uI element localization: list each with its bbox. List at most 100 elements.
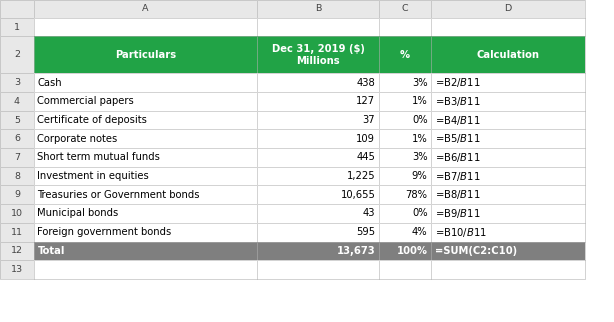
Bar — [257, 129, 379, 148]
Bar — [379, 36, 431, 73]
Text: 1,225: 1,225 — [347, 171, 375, 181]
Bar — [379, 148, 431, 167]
Text: Dec 31, 2019 ($)
Millions: Dec 31, 2019 ($) Millions — [271, 44, 365, 66]
Bar — [431, 129, 585, 148]
Bar — [0, 148, 34, 167]
Bar — [257, 0, 379, 18]
Bar — [0, 73, 34, 92]
Text: 0%: 0% — [412, 115, 427, 125]
Bar — [431, 148, 585, 167]
Bar — [379, 73, 431, 92]
Bar — [431, 260, 585, 279]
Bar — [0, 242, 34, 260]
Text: 3%: 3% — [412, 78, 427, 88]
Bar — [0, 111, 34, 129]
Bar — [257, 148, 379, 167]
Bar — [431, 223, 585, 242]
Bar — [0, 148, 34, 167]
Text: 10,655: 10,655 — [340, 190, 375, 200]
Text: 9%: 9% — [412, 171, 427, 181]
Bar — [34, 167, 257, 185]
Bar — [0, 18, 34, 36]
Text: B: B — [315, 5, 321, 13]
Text: Total: Total — [37, 246, 65, 256]
Text: 438: 438 — [357, 78, 375, 88]
Bar — [431, 0, 585, 18]
Bar — [379, 167, 431, 185]
Bar — [379, 223, 431, 242]
Bar — [257, 204, 379, 223]
Text: 3: 3 — [14, 78, 20, 87]
Text: 0%: 0% — [412, 208, 427, 219]
Text: Corporate notes: Corporate notes — [37, 134, 118, 144]
Bar — [431, 129, 585, 148]
Text: 1: 1 — [14, 23, 20, 32]
Bar — [379, 167, 431, 185]
Bar — [379, 36, 431, 73]
Bar — [0, 204, 34, 223]
Bar — [34, 92, 257, 111]
Bar — [379, 92, 431, 111]
Bar — [0, 223, 34, 242]
Bar — [431, 242, 585, 260]
Bar — [34, 223, 257, 242]
Bar — [257, 129, 379, 148]
Text: 11: 11 — [11, 228, 23, 237]
Bar — [379, 260, 431, 279]
Bar — [34, 204, 257, 223]
Text: C: C — [402, 5, 408, 13]
Bar — [431, 111, 585, 129]
Bar — [257, 167, 379, 185]
Bar — [379, 185, 431, 204]
Bar — [257, 185, 379, 204]
Bar — [431, 0, 585, 18]
Bar — [379, 223, 431, 242]
Bar — [0, 260, 34, 279]
Bar — [257, 111, 379, 129]
Bar — [379, 92, 431, 111]
Bar — [257, 18, 379, 36]
Bar — [257, 18, 379, 36]
Text: Short term mutual funds: Short term mutual funds — [37, 152, 160, 163]
Bar — [0, 223, 34, 242]
Bar — [257, 36, 379, 73]
Bar — [257, 148, 379, 167]
Bar — [379, 18, 431, 36]
Bar — [379, 204, 431, 223]
Text: Particulars: Particulars — [115, 50, 176, 60]
Text: 595: 595 — [356, 227, 375, 237]
Text: 100%: 100% — [397, 246, 427, 256]
Text: 127: 127 — [356, 96, 375, 107]
Bar — [431, 204, 585, 223]
Text: 13: 13 — [11, 265, 23, 274]
Bar — [257, 0, 379, 18]
Bar — [379, 0, 431, 18]
Text: D: D — [505, 5, 511, 13]
Text: 12: 12 — [11, 246, 23, 255]
Text: =B6/$B$11: =B6/$B$11 — [435, 151, 481, 164]
Text: =B8/$B$11: =B8/$B$11 — [435, 188, 481, 201]
Bar — [257, 111, 379, 129]
Text: 78%: 78% — [405, 190, 427, 200]
Bar — [431, 242, 585, 260]
Bar — [431, 18, 585, 36]
Bar — [257, 260, 379, 279]
Bar — [379, 129, 431, 148]
Bar — [34, 242, 257, 260]
Bar — [34, 92, 257, 111]
Bar — [34, 73, 257, 92]
Bar — [379, 111, 431, 129]
Bar — [0, 260, 34, 279]
Text: =B3/$B$11: =B3/$B$11 — [435, 95, 481, 108]
Bar — [379, 73, 431, 92]
Text: Treasuries or Government bonds: Treasuries or Government bonds — [37, 190, 200, 200]
Bar — [257, 73, 379, 92]
Bar — [34, 0, 257, 18]
Text: 1%: 1% — [412, 134, 427, 144]
Bar — [431, 36, 585, 73]
Bar — [379, 0, 431, 18]
Bar — [34, 129, 257, 148]
Bar — [257, 242, 379, 260]
Bar — [257, 36, 379, 73]
Text: Calculation: Calculation — [476, 50, 540, 60]
